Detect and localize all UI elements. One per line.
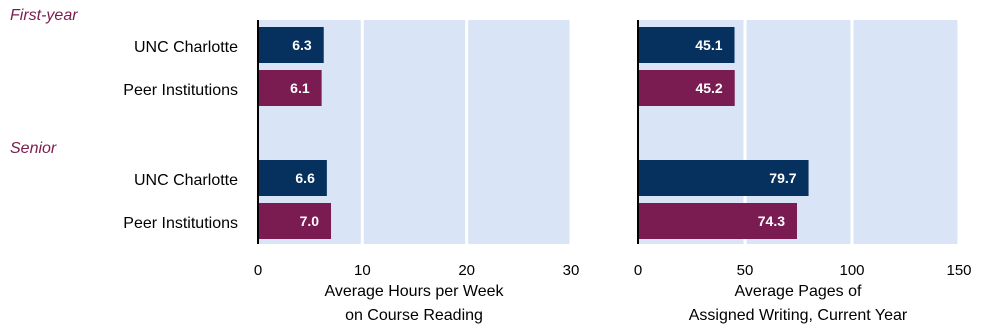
x-tick-label: 0 <box>634 262 642 279</box>
bar-peer-institutions <box>638 203 798 239</box>
x-axis-title-line-1: Average Hours per Week <box>324 283 504 300</box>
bar-unc-charlotte <box>258 27 324 63</box>
bar-value-label: 74.3 <box>758 213 785 229</box>
x-axis-title-line-2: Assigned Writing, Current Year <box>689 307 908 324</box>
x-tick-label: 100 <box>839 262 864 279</box>
bar-unc-charlotte <box>258 160 327 196</box>
bar-value-label: 6.1 <box>290 80 310 96</box>
x-axis-title-line-1: Average Pages of <box>735 283 862 300</box>
x-tick-label: 50 <box>737 262 754 279</box>
category-label-peer-first-year: Peer Institutions <box>123 82 238 99</box>
bar-value-label: 6.6 <box>295 170 315 186</box>
x-tick-label: 10 <box>354 262 371 279</box>
x-tick-label: 20 <box>458 262 475 279</box>
category-label-unc-first-year: UNC Charlotte <box>134 39 238 56</box>
x-tick-label: 150 <box>946 262 971 279</box>
category-label-peer-senior: Peer Institutions <box>123 215 238 232</box>
bar-value-label: 45.1 <box>695 37 722 53</box>
panel-hours-reading: 6.3 6.1 6.6 7.0 0 10 20 30 Average Hours per W… <box>254 20 580 324</box>
bar-peer-institutions <box>258 70 322 106</box>
bar-peer-institutions <box>258 203 332 239</box>
bar-peer-institutions <box>638 70 735 106</box>
panel-pages-writing: 45.1 45.2 79.7 74.3 0 50 100 150 Average Pages… <box>634 20 972 324</box>
group-label-senior: Senior <box>10 140 57 157</box>
x-tick-label: 0 <box>254 262 262 279</box>
bar-value-label: 45.2 <box>695 80 722 96</box>
category-label-unc-senior: UNC Charlotte <box>134 172 238 189</box>
x-axis-title-line-2: on Course Reading <box>345 307 483 324</box>
bar-unc-charlotte <box>638 27 735 63</box>
bar-value-label: 7.0 <box>300 213 320 229</box>
bar-value-label: 6.3 <box>292 37 312 53</box>
bar-value-label: 79.7 <box>769 170 796 186</box>
group-label-first-year: First-year <box>10 7 78 24</box>
x-tick-label: 30 <box>563 262 580 279</box>
bar-unc-charlotte <box>638 160 809 196</box>
